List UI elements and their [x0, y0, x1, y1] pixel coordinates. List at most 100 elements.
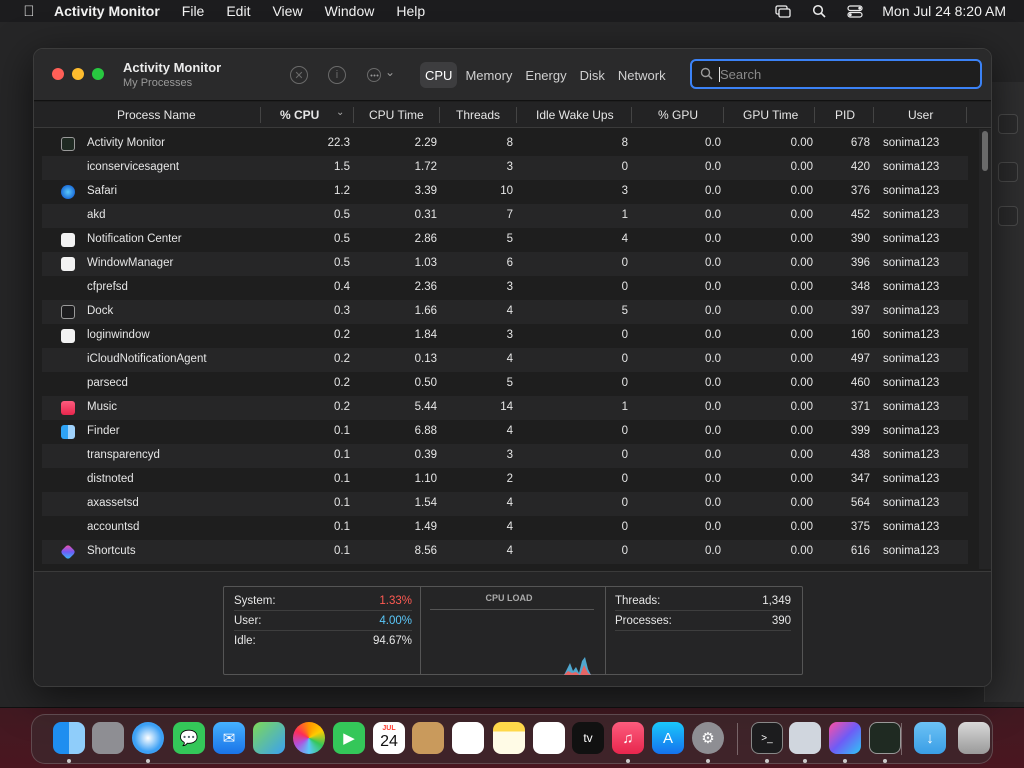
dock-app-store-icon[interactable]: A — [652, 722, 684, 754]
spotlight-search-icon[interactable] — [810, 4, 828, 18]
cell-cpu: 0.2 — [334, 401, 350, 413]
search-input[interactable] — [720, 66, 970, 82]
dock-mail-icon[interactable]: ✉ — [213, 722, 245, 754]
dock-freeform-icon[interactable] — [533, 722, 565, 754]
table-row[interactable]: axassetsd 0.1 1.54 4 0 0.0 0.00 564 sonima123 — [42, 492, 968, 516]
cell-gpu: 0.0 — [705, 545, 721, 557]
menu-edit[interactable]: Edit — [226, 3, 251, 19]
more-actions-icon[interactable] — [367, 68, 381, 82]
cell-threads: 10 — [500, 185, 513, 197]
tab-disk[interactable]: Disk — [579, 67, 605, 83]
table-row[interactable]: Dock 0.3 1.66 4 5 0.0 0.00 397 sonima123 — [42, 300, 968, 324]
menu-file[interactable]: File — [181, 3, 205, 19]
stop-process-icon[interactable]: ✕ — [290, 66, 308, 84]
process-name: Dock — [87, 305, 114, 317]
tab-cpu[interactable]: CPU — [420, 62, 458, 88]
close-window-button[interactable] — [52, 68, 64, 80]
cell-threads: 14 — [500, 401, 513, 413]
dock-calendar-icon[interactable]: JUL 24 — [373, 722, 405, 754]
table-row[interactable]: distnoted 0.1 1.10 2 0 0.0 0.00 347 sonima123 — [42, 468, 968, 492]
column-threads[interactable]: Threads — [456, 108, 501, 122]
table-row[interactable]: iCloudNotificationAgent 0.2 0.13 4 0 0.0 0.00 4… — [42, 348, 968, 372]
dock-photos-icon[interactable] — [293, 722, 325, 754]
cell-gpu-time: 0.00 — [790, 161, 813, 173]
dock-terminal-icon[interactable]: >_ — [751, 722, 783, 754]
stat-system-value: 1.33% — [379, 595, 412, 607]
cell-cpu: 1.2 — [334, 185, 350, 197]
cell-gpu: 0.0 — [705, 281, 721, 293]
column-pid[interactable]: PID — [835, 108, 856, 122]
cell-pid: 348 — [850, 281, 870, 293]
dock-xcode-icon[interactable] — [789, 722, 821, 754]
tab-memory[interactable]: Memory — [465, 67, 513, 83]
dock-trash-icon[interactable] — [958, 722, 990, 754]
tab-energy[interactable]: Energy — [525, 67, 567, 83]
dock-safari-icon[interactable] — [132, 722, 164, 754]
table-row[interactable]: Activity Monitor 22.3 2.29 8 8 0.0 0.00 678 soni… — [42, 132, 968, 156]
dock-downloads-icon[interactable]: ↓ — [914, 722, 946, 754]
cell-cpu-time: 1.10 — [414, 473, 437, 485]
column-process-name[interactable]: Process Name — [117, 108, 196, 122]
dock-facetime-icon[interactable]: ▶ — [333, 722, 365, 754]
column-idle-wake-ups[interactable]: Idle Wake Ups — [536, 108, 614, 122]
column-user[interactable]: User — [908, 108, 934, 122]
menu-app-name[interactable]: Activity Monitor — [54, 3, 160, 19]
process-table: Activity Monitor 22.3 2.29 8 8 0.0 0.00 678 soni… — [42, 132, 968, 567]
table-row[interactable]: transparencyd 0.1 0.39 3 0 0.0 0.00 438 sonima12… — [42, 444, 968, 468]
column-gpu-time[interactable]: GPU Time — [743, 108, 799, 122]
table-row[interactable]: WindowManager 0.5 1.03 6 0 0.0 0.00 396 sonima12… — [42, 252, 968, 276]
table-row[interactable]: cfprefsd 0.4 2.36 3 0 0.0 0.00 348 sonima123 — [42, 276, 968, 300]
screen-mirroring-icon[interactable] — [774, 4, 792, 18]
column-separator — [814, 107, 815, 123]
table-row[interactable]: accountsd 0.1 1.49 4 0 0.0 0.00 375 sonima123 — [42, 516, 968, 540]
title-bar: Activity Monitor My Processes ✕ i ⌄ CPU … — [34, 49, 991, 101]
dock-activity-monitor-icon[interactable] — [869, 722, 901, 754]
table-row[interactable]: Finder 0.1 6.88 4 0 0.0 0.00 399 sonima123 — [42, 420, 968, 444]
dock-music-icon[interactable]: ♫ — [612, 722, 644, 754]
dock-contacts-icon[interactable] — [412, 722, 444, 754]
table-row[interactable]: Music 0.2 5.44 14 1 0.0 0.00 371 sonima123 — [42, 396, 968, 420]
table-row[interactable]: Shortcuts 0.1 8.56 4 0 0.0 0.00 616 sonima123 — [42, 540, 968, 564]
dock-tv-icon[interactable]: tv — [572, 722, 604, 754]
tab-network[interactable]: Network — [617, 67, 666, 83]
chevron-down-icon[interactable]: ⌄ — [385, 65, 396, 79]
dock-launchpad-icon[interactable] — [92, 722, 124, 754]
dock-shortcuts-icon[interactable] — [829, 722, 861, 754]
menu-view[interactable]: View — [272, 3, 303, 19]
table-row[interactable]: Safari 1.2 3.39 10 3 0.0 0.00 376 sonima123 — [42, 180, 968, 204]
dock-maps-icon[interactable] — [253, 722, 285, 754]
dock-reminders-icon[interactable]: ☰ — [452, 722, 484, 754]
apple-menu-icon[interactable]:  — [18, 3, 40, 20]
info-icon[interactable]: i — [328, 66, 346, 84]
dock-messages-icon[interactable]: 💬 — [173, 722, 205, 754]
table-row[interactable]: Notification Center 0.5 2.86 5 4 0.0 0.00 390 so… — [42, 228, 968, 252]
column-cpu-percent[interactable]: % CPU — [280, 108, 320, 122]
cell-gpu-time: 0.00 — [790, 401, 813, 413]
cell-gpu: 0.0 — [705, 497, 721, 509]
generic-app-icon — [61, 257, 75, 271]
cell-pid: 397 — [850, 305, 870, 317]
dock-finder-icon[interactable] — [53, 722, 85, 754]
running-indicator — [765, 759, 769, 763]
table-row[interactable]: akd 0.5 0.31 7 1 0.0 0.00 452 sonima123 — [42, 204, 968, 228]
menu-clock[interactable]: Mon Jul 24 8:20 AM — [882, 3, 1006, 19]
column-cpu-time[interactable]: CPU Time — [369, 108, 424, 122]
cell-cpu-time: 2.29 — [414, 137, 437, 149]
dock-system-settings-icon[interactable]: ⚙ — [692, 722, 724, 754]
process-name: transparencyd — [87, 449, 160, 461]
zoom-window-button[interactable] — [92, 68, 104, 80]
vertical-scrollbar[interactable] — [979, 129, 991, 569]
dock-notes-icon[interactable] — [493, 722, 525, 754]
menu-window[interactable]: Window — [324, 3, 375, 19]
cell-idle: 8 — [621, 137, 628, 149]
table-row[interactable]: parsecd 0.2 0.50 5 0 0.0 0.00 460 sonima123 — [42, 372, 968, 396]
menu-help[interactable]: Help — [396, 3, 426, 19]
control-center-icon[interactable] — [846, 4, 864, 18]
table-row[interactable]: loginwindow 0.2 1.84 3 0 0.0 0.00 160 sonima123 — [42, 324, 968, 348]
cell-pid: 564 — [850, 497, 870, 509]
table-row[interactable]: iconservicesagent 1.5 1.72 3 0 0.0 0.00 420 soni… — [42, 156, 968, 180]
scrollbar-thumb[interactable] — [982, 131, 988, 171]
search-field[interactable] — [690, 59, 982, 89]
column-gpu-percent[interactable]: % GPU — [658, 108, 699, 122]
minimize-window-button[interactable] — [72, 68, 84, 80]
